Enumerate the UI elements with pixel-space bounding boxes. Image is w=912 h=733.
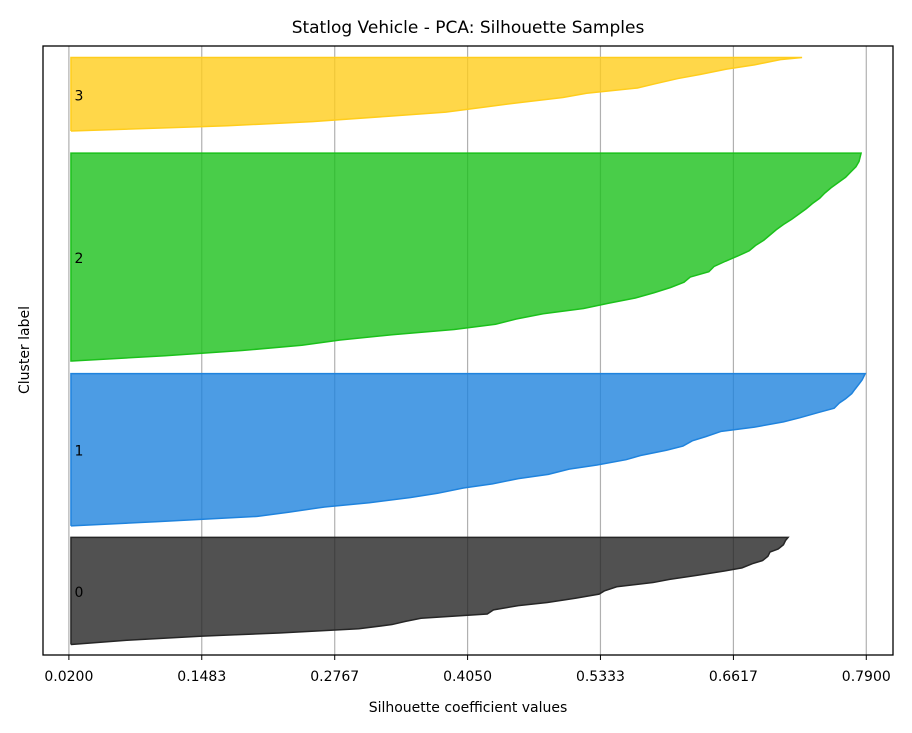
cluster-label-3: 3 <box>75 88 84 104</box>
x-tick-label: 0.0200 <box>44 669 93 685</box>
x-tick-label: 0.2767 <box>310 669 359 685</box>
x-tick-label: 0.7900 <box>842 669 891 685</box>
x-tick-label: 0.6617 <box>709 669 758 685</box>
cluster-3-area <box>70 56 803 132</box>
cluster-2-area <box>70 152 863 362</box>
cluster-label-1: 1 <box>75 444 84 460</box>
x-tick-label: 0.4050 <box>443 669 492 685</box>
x-ticks: 0.0200 0.1483 0.2767 0.4050 0.5333 0.6617 0.79… <box>44 655 891 685</box>
cluster-areas <box>70 56 867 646</box>
cluster-label-2: 2 <box>75 251 84 267</box>
x-tick-label: 0.1483 <box>177 669 226 685</box>
cluster-1-area <box>70 372 867 527</box>
cluster-0-area <box>70 536 790 646</box>
x-tick-label: 0.5333 <box>576 669 625 685</box>
grid-lines <box>68 46 867 655</box>
y-axis-label: Cluster label <box>17 306 33 394</box>
x-axis-label: Silhouette coefficient values <box>369 700 568 716</box>
cluster-labels: 0 1 2 3 <box>75 88 84 601</box>
chart-title: Statlog Vehicle - PCA: Silhouette Sample… <box>292 18 645 38</box>
cluster-label-0: 0 <box>75 585 84 601</box>
